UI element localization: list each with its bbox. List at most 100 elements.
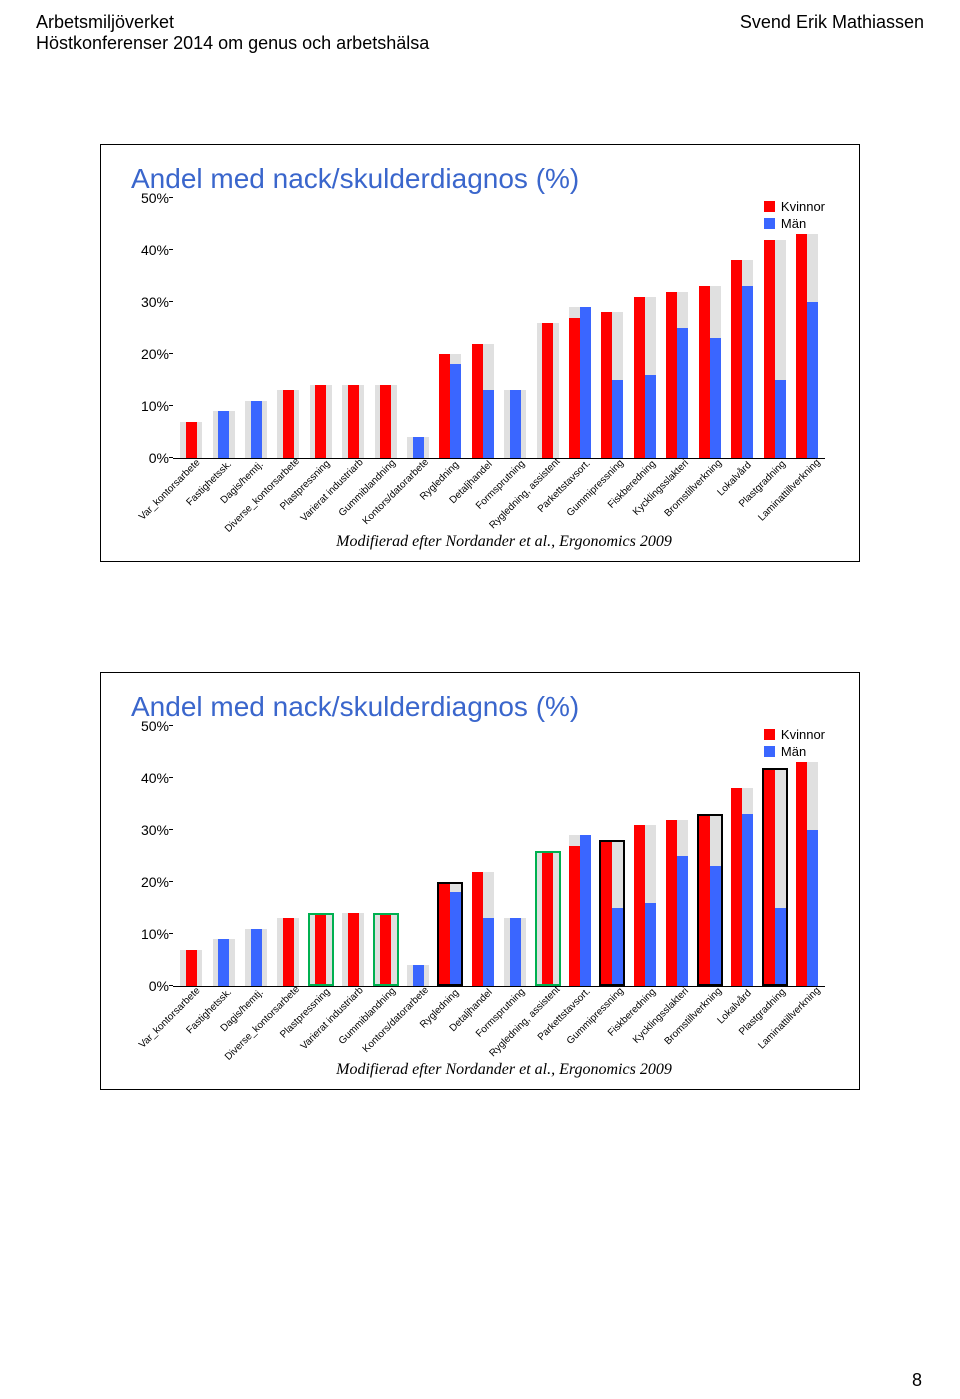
bar-group xyxy=(564,835,596,986)
chart-2-plot-area: 0%10%20%30%40%50% xyxy=(173,727,825,987)
x-axis-label: Rygledning xyxy=(434,987,467,1097)
bar-group xyxy=(726,260,758,458)
y-axis-label: 0% xyxy=(129,978,169,994)
header-left: Arbetsmiljöverket Höstkonferenser 2014 o… xyxy=(36,12,429,54)
chart-2-plot-wrap: Kvinnor Män 0%10%20%30%40%50% Var_kontor… xyxy=(125,727,835,1079)
bar-kvinnor xyxy=(764,240,775,458)
x-axis-label: Kontors/datorarbete xyxy=(401,987,434,1097)
highlight-box xyxy=(308,913,334,986)
bar-man xyxy=(251,401,262,458)
bar-group xyxy=(207,411,239,458)
bar-man xyxy=(677,328,688,458)
y-axis-label: 10% xyxy=(129,926,169,942)
bar-kvinnor xyxy=(186,422,197,458)
x-axis-label: Laminattillverkning xyxy=(792,459,825,569)
highlight-box xyxy=(373,913,399,986)
x-axis-label: Diverse_kontorsarbete xyxy=(271,459,304,569)
x-axis-label: Detaljhandel xyxy=(466,459,499,569)
x-axis-label: Rygledning xyxy=(434,459,467,569)
bar-man xyxy=(645,375,656,458)
bar-man xyxy=(450,364,461,458)
y-axis-label: 50% xyxy=(129,718,169,734)
bar-man xyxy=(580,307,591,458)
bar-kvinnor xyxy=(666,292,677,458)
bar-kvinnor xyxy=(601,312,612,458)
x-axis-label: Lokalvård xyxy=(727,459,760,569)
chart-1-x-labels: Var_kontorsarbeteFastighetssk.Dagis/hemt… xyxy=(173,459,825,569)
page-header: Arbetsmiljöverket Höstkonferenser 2014 o… xyxy=(36,12,924,54)
bar-man xyxy=(218,411,229,458)
header-org: Arbetsmiljöverket xyxy=(36,12,429,33)
y-axis-label: 50% xyxy=(129,190,169,206)
bar-man xyxy=(483,918,494,986)
bar-kvinnor xyxy=(315,385,326,458)
bar-kvinnor xyxy=(699,286,710,458)
x-axis-label: Kontors/datorarbete xyxy=(401,459,434,569)
chart-2-x-labels: Var_kontorsarbeteFastighetssk.Dagis/hemt… xyxy=(173,987,825,1097)
bar-man xyxy=(218,939,229,986)
bar-kvinnor xyxy=(542,323,553,458)
bar-kvinnor xyxy=(283,390,294,458)
x-axis-label: Fastighetssk. xyxy=(206,459,239,569)
bar-kvinnor xyxy=(186,950,197,986)
x-axis-label: Detaljhandel xyxy=(466,987,499,1097)
chart-1-plot-wrap: Kvinnor Män 0%10%20%30%40%50% Var_kontor… xyxy=(125,199,835,551)
bar-kvinnor xyxy=(731,788,742,986)
bar-group xyxy=(337,913,369,986)
bar-group xyxy=(402,965,434,986)
x-axis-label: Rygledning, assistent xyxy=(532,459,565,569)
bar-group xyxy=(629,297,661,458)
y-axis-label: 30% xyxy=(129,822,169,838)
bar-man xyxy=(645,903,656,986)
bar-group xyxy=(791,234,823,458)
bar-kvinnor xyxy=(439,354,450,458)
x-axis-label: Lokalvård xyxy=(727,987,760,1097)
bar-group xyxy=(175,950,207,986)
bar-man xyxy=(807,830,818,986)
chart-1-plot-area: 0%10%20%30%40%50% xyxy=(173,199,825,459)
bar-group xyxy=(434,354,466,458)
bar-group xyxy=(272,918,304,986)
bar-man xyxy=(612,380,623,458)
y-axis-tick xyxy=(169,725,173,726)
bar-man xyxy=(742,286,753,458)
bar-man xyxy=(710,338,721,458)
x-axis-label: Bromstillverkning xyxy=(695,987,728,1097)
y-axis-label: 40% xyxy=(129,770,169,786)
highlight-box xyxy=(437,882,463,986)
y-axis-label: 20% xyxy=(129,346,169,362)
bar-group xyxy=(629,825,661,986)
highlight-box xyxy=(535,851,561,986)
bar-group xyxy=(467,344,499,458)
bar-kvinnor xyxy=(796,234,807,458)
bar-kvinnor xyxy=(569,318,580,458)
bar-group xyxy=(240,401,272,458)
bar-kvinnor xyxy=(796,762,807,986)
page-number: 8 xyxy=(912,1370,922,1391)
bar-group xyxy=(726,788,758,986)
bar-kvinnor xyxy=(283,918,294,986)
bar-group xyxy=(791,762,823,986)
bar-group xyxy=(175,422,207,458)
bar-group xyxy=(337,385,369,458)
bar-group xyxy=(661,292,693,458)
bar-man xyxy=(413,437,424,458)
chart-2-title: Andel med nack/skulderdiagnos (%) xyxy=(131,691,835,723)
bar-group xyxy=(531,851,563,986)
highlight-box xyxy=(599,840,625,986)
y-axis-label: 0% xyxy=(129,450,169,466)
bar-kvinnor xyxy=(731,260,742,458)
bar-group xyxy=(272,390,304,458)
bar-group xyxy=(661,820,693,986)
bar-group xyxy=(402,437,434,458)
bar-man xyxy=(775,380,786,458)
bar-kvinnor xyxy=(634,825,645,986)
bar-group xyxy=(467,872,499,986)
bar-man xyxy=(483,390,494,458)
x-axis-label: Fastighetssk. xyxy=(206,987,239,1097)
header-event: Höstkonferenser 2014 om genus och arbets… xyxy=(36,33,429,54)
bar-man xyxy=(580,835,591,986)
bars-row xyxy=(173,199,825,458)
bar-kvinnor xyxy=(380,385,391,458)
bar-man xyxy=(413,965,424,986)
